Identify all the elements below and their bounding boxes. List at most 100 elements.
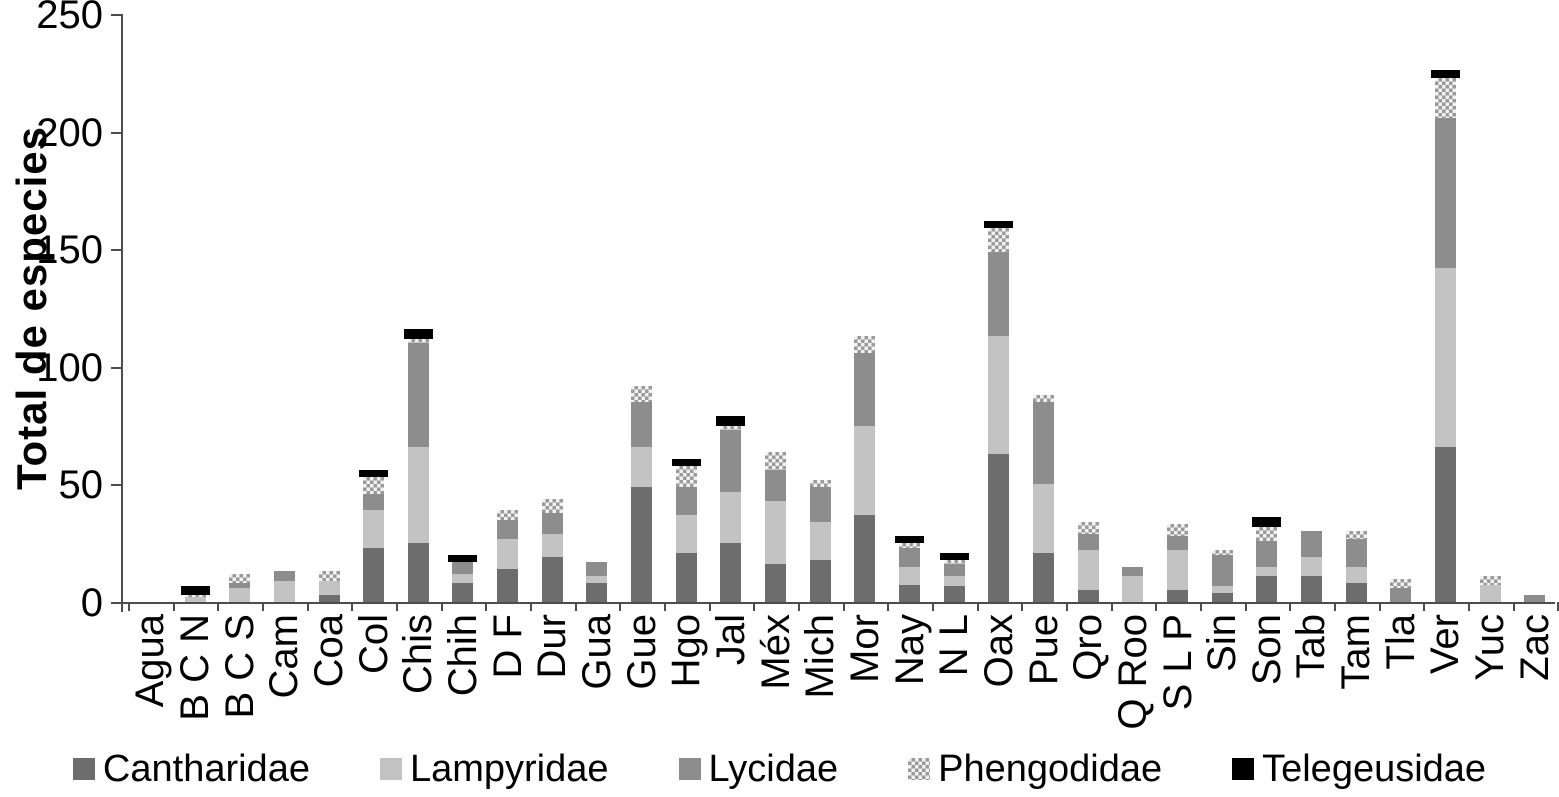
x-label-Hgo: Hgo	[664, 614, 709, 688]
segment-lycidae-Hgo	[675, 486, 697, 516]
segment-lampyridae-N L	[943, 576, 965, 586]
x-axis-tick	[887, 602, 890, 611]
x-axis-line	[121, 602, 1555, 604]
x-label-Pue: Pue	[1021, 614, 1066, 686]
x-label-Coa: Coa	[306, 614, 351, 688]
bar-Sin	[1211, 550, 1233, 602]
x-label-Agua: Agua	[128, 614, 173, 708]
x-label-Sin: Sin	[1200, 614, 1245, 672]
segment-lampyridae-Col	[363, 510, 385, 548]
segment-phengodidae-Méx	[765, 451, 787, 471]
x-label-Cam: Cam	[262, 614, 307, 699]
y-axis-line	[121, 14, 123, 612]
bar-Tla	[1390, 578, 1412, 602]
segment-telegeusidae-Oax	[984, 221, 1014, 229]
x-label-Jal: Jal	[708, 614, 753, 666]
x-axis-tick	[931, 602, 934, 611]
bar-Gua	[586, 562, 608, 602]
segment-telegeusidae-Chis	[403, 329, 433, 339]
segment-lampyridae-Yuc	[1479, 585, 1501, 602]
segment-cantharidae-Chis	[407, 543, 429, 602]
y-tick-label: 100	[36, 345, 103, 390]
segment-lampyridae-Tam	[1345, 566, 1367, 584]
bar-Méx	[765, 451, 787, 602]
segment-phengodidae-Gue	[631, 385, 653, 403]
segment-lampyridae-Jal	[720, 491, 742, 544]
segment-lycidae-Col	[363, 493, 385, 511]
segment-lampyridae-B C S	[229, 587, 251, 602]
segment-telegeusidae-Chih	[448, 555, 478, 563]
y-axis-tick	[111, 131, 121, 134]
segment-phengodidae-Chis	[407, 338, 429, 344]
legend-label-phengodidae: Phengodidae	[938, 748, 1163, 790]
bar-Dur	[541, 498, 563, 602]
legend-item-phengodidae: Phengodidae	[908, 748, 1162, 790]
bar-B C N	[180, 585, 210, 602]
segment-cantharidae-Son	[1256, 576, 1278, 602]
segment-lycidae-Gua	[586, 562, 608, 577]
bar-B C S	[229, 573, 251, 602]
y-tick-label: 0	[80, 581, 103, 625]
x-label-Ver: Ver	[1423, 614, 1468, 675]
segment-lycidae-Ver	[1435, 117, 1456, 268]
segment-cantharidae-Sin	[1211, 592, 1233, 602]
x-axis-tick	[262, 602, 264, 611]
segment-lycidae-Chis	[407, 343, 429, 447]
x-label-Gue: Gue	[619, 614, 664, 690]
bar-Chih	[448, 555, 478, 602]
x-label-N L: N L	[932, 614, 977, 677]
legend-item-lycidae: Lycidae	[678, 748, 838, 790]
segment-lycidae-Qro	[1077, 533, 1099, 551]
bar-Zac	[1524, 594, 1546, 602]
segment-cantharidae-Dur	[541, 557, 563, 602]
segment-cantharidae-Qro	[1077, 590, 1099, 602]
bar-Son	[1252, 517, 1282, 602]
segment-phengodidae-S L P	[1167, 524, 1188, 537]
segment-telegeusidae-N L	[939, 552, 969, 560]
legend-marker-telegeusidae	[1232, 758, 1255, 780]
x-label-Mich: Mich	[798, 614, 843, 699]
segment-lycidae-B C S	[229, 583, 251, 588]
legend-marker-cantharidae	[72, 758, 95, 780]
segment-phengodidae-Hgo	[675, 465, 697, 487]
segment-phengodidae-Dur	[541, 498, 563, 513]
x-label-Méx: Méx	[753, 614, 798, 690]
segment-phengodidae-Nay	[899, 543, 920, 548]
x-label-Yuc: Yuc	[1468, 614, 1513, 681]
x-axis-tick	[1155, 602, 1158, 611]
segment-telegeusidae-Col	[359, 470, 389, 478]
segment-phengodidae-B C S	[229, 573, 251, 584]
x-axis-tick	[217, 602, 220, 611]
segment-phengodidae-Oax	[988, 228, 1010, 252]
x-axis-tick	[1021, 602, 1024, 611]
segment-lampyridae-Dur	[541, 533, 563, 558]
segment-lycidae-Q Roo	[1122, 566, 1144, 577]
x-label-Oax: Oax	[976, 614, 1021, 688]
segment-lampyridae-Coa	[318, 580, 340, 595]
segment-lampyridae-Nay	[899, 566, 920, 586]
segment-telegeusidae-B C N	[180, 585, 210, 595]
segment-phengodidae-Tam	[1345, 531, 1367, 539]
segment-cantharidae-S L P	[1167, 590, 1188, 602]
segment-lampyridae-Son	[1256, 566, 1278, 577]
segment-cantharidae-Jal	[720, 543, 742, 602]
x-axis-tick	[128, 602, 130, 611]
segment-lycidae-N L	[943, 564, 965, 577]
y-tick-label: 150	[36, 228, 103, 273]
x-axis-tick	[1378, 602, 1381, 611]
x-axis-tick	[1199, 602, 1202, 611]
segment-lycidae-Dur	[541, 512, 563, 534]
segment-cantharidae-Tam	[1345, 583, 1367, 602]
segment-lycidae-Son	[1256, 540, 1278, 567]
segment-lycidae-Cam	[273, 571, 295, 581]
legend-item-telegeusidae: Telegeusidae	[1232, 748, 1486, 790]
x-axis-tick	[708, 602, 711, 611]
x-label-Mor: Mor	[842, 614, 887, 683]
legend-marker-phengodidae	[908, 758, 931, 780]
y-tick-label: 250	[36, 0, 103, 37]
segment-lampyridae-Hgo	[675, 515, 697, 553]
segment-lampyridae-B C N	[184, 597, 206, 602]
bar-Pue	[1033, 395, 1054, 602]
segment-lampyridae-Chis	[407, 446, 429, 544]
